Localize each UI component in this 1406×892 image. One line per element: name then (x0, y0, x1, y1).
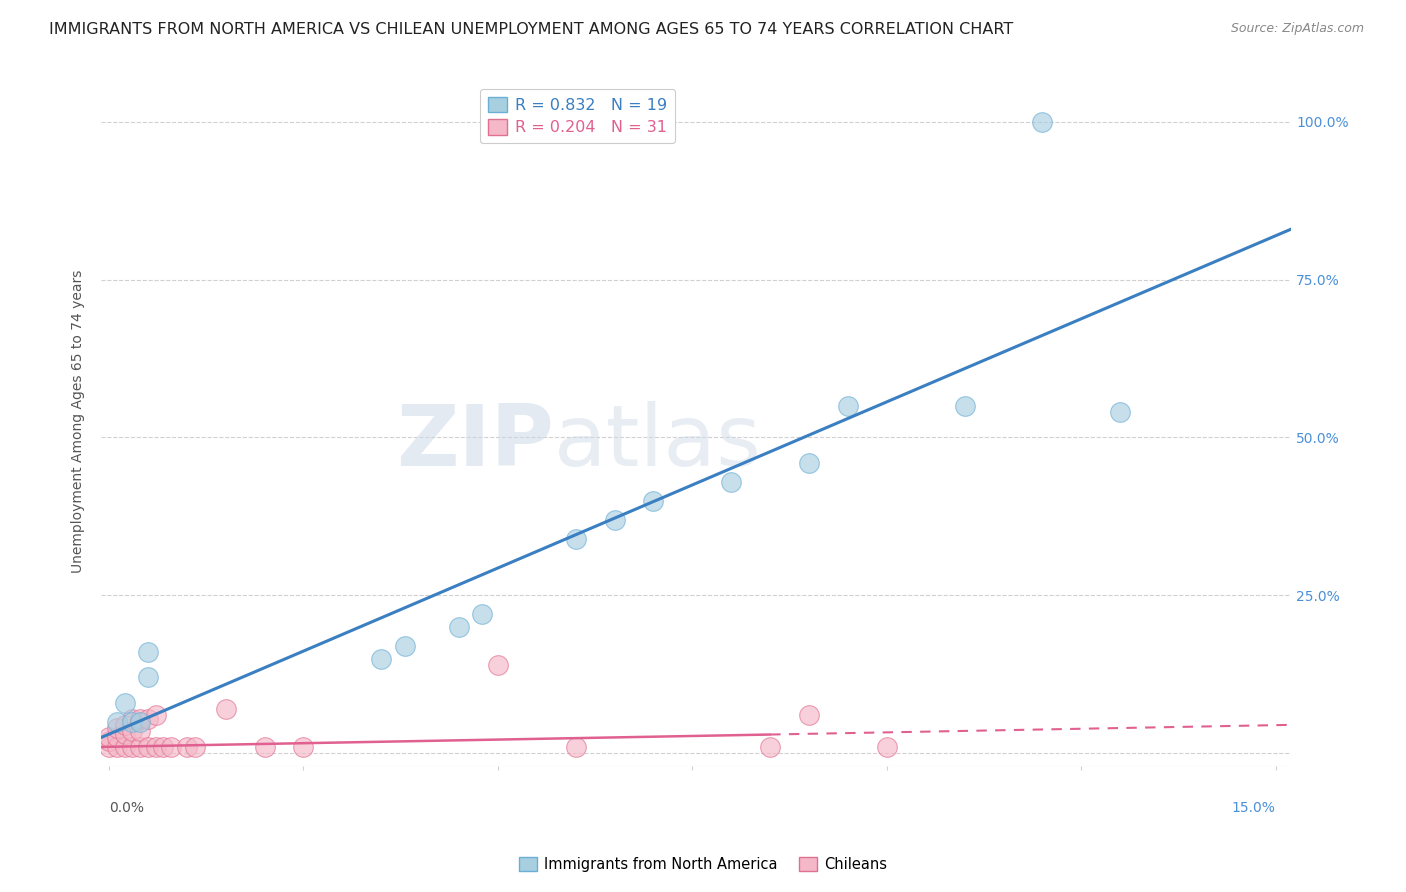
Y-axis label: Unemployment Among Ages 65 to 74 years: Unemployment Among Ages 65 to 74 years (72, 270, 86, 574)
Text: ZIP: ZIP (395, 401, 554, 483)
Text: 15.0%: 15.0% (1232, 801, 1275, 814)
Point (1109, 405, 1132, 419)
Point (136, 712, 159, 726)
Point (253, 739, 276, 754)
Point (98, 739, 121, 754)
Text: 0.0%: 0.0% (110, 801, 143, 814)
Point (215, 702, 238, 716)
Point (837, 399, 859, 413)
Legend: R = 0.832   N = 19, R = 0.204   N = 31: R = 0.832 N = 19, R = 0.204 N = 31 (479, 89, 675, 144)
Point (98, 733, 121, 747)
Point (876, 739, 898, 754)
Point (486, 657, 509, 672)
Point (564, 739, 586, 754)
Point (114, 739, 136, 754)
Point (797, 708, 820, 723)
Point (720, 475, 742, 489)
Point (129, 714, 152, 729)
Point (114, 727, 136, 741)
Point (114, 696, 136, 710)
Text: atlas: atlas (554, 401, 762, 483)
Point (129, 739, 152, 754)
Point (105, 721, 128, 735)
Point (564, 532, 586, 546)
Point (1031, 114, 1053, 128)
Text: IMMIGRANTS FROM NORTH AMERICA VS CHILEAN UNEMPLOYMENT AMONG AGES 65 TO 74 YEARS : IMMIGRANTS FROM NORTH AMERICA VS CHILEAN… (49, 22, 1014, 37)
Point (129, 712, 152, 726)
Point (136, 645, 159, 659)
Point (129, 724, 152, 739)
Point (136, 739, 159, 754)
Point (394, 639, 416, 653)
Point (105, 739, 128, 754)
Point (105, 714, 128, 729)
Text: Source: ZipAtlas.com: Source: ZipAtlas.com (1230, 22, 1364, 36)
Point (183, 739, 205, 754)
Point (603, 512, 626, 526)
Point (370, 651, 392, 665)
Point (797, 456, 820, 470)
Legend: Immigrants from North America, Chileans: Immigrants from North America, Chileans (513, 851, 893, 878)
Point (643, 493, 665, 508)
Point (953, 399, 976, 413)
Point (105, 731, 128, 745)
Point (145, 708, 167, 723)
Point (447, 620, 470, 634)
Point (136, 671, 159, 685)
Point (152, 739, 174, 754)
Point (176, 739, 198, 754)
Point (292, 739, 315, 754)
Point (160, 739, 183, 754)
Point (121, 712, 143, 726)
Point (121, 714, 143, 729)
Point (145, 739, 167, 754)
Point (121, 724, 143, 739)
Point (114, 718, 136, 732)
Point (121, 739, 143, 754)
Point (759, 739, 782, 754)
Point (98, 731, 121, 745)
Point (471, 607, 494, 622)
